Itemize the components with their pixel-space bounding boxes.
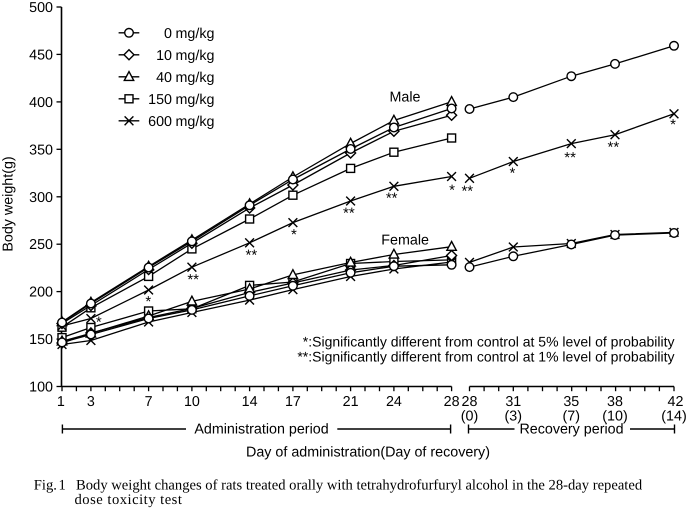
svg-text:dose toxicity test: dose toxicity test (75, 492, 183, 508)
svg-text:150: 150 (148, 92, 172, 108)
svg-text:**: ** (187, 272, 199, 289)
svg-text:350: 350 (29, 142, 53, 158)
svg-text:28: 28 (462, 394, 478, 410)
svg-text:17: 17 (285, 394, 301, 410)
svg-text:**: ** (461, 183, 473, 200)
svg-text:*: * (145, 294, 151, 311)
svg-text:28: 28 (444, 394, 460, 410)
svg-text:*: * (449, 182, 455, 199)
svg-text:42: 42 (668, 394, 684, 410)
svg-text:35: 35 (563, 394, 579, 410)
svg-text:**: ** (608, 139, 620, 156)
svg-text:200: 200 (29, 285, 53, 301)
svg-text:Body weight(g): Body weight(g) (1, 156, 17, 251)
svg-text:Male: Male (390, 90, 421, 106)
svg-text:mg/kg: mg/kg (176, 48, 215, 64)
svg-text:mg/kg: mg/kg (176, 26, 215, 42)
svg-text:14: 14 (242, 394, 258, 410)
svg-text:21: 21 (343, 394, 359, 410)
svg-text:31: 31 (505, 394, 521, 410)
svg-text:Female: Female (381, 232, 429, 248)
svg-text:(7): (7) (563, 409, 580, 425)
svg-text:38: 38 (607, 394, 623, 410)
svg-text:*: * (291, 227, 297, 244)
svg-text:100: 100 (29, 380, 53, 396)
svg-text:500: 500 (29, 0, 53, 16)
svg-text:**: ** (564, 149, 576, 166)
svg-text:*: * (509, 165, 515, 182)
svg-text:**: ** (246, 247, 258, 264)
svg-text:**: ** (386, 190, 398, 207)
svg-text:mg/kg: mg/kg (176, 92, 215, 108)
svg-text:600: 600 (148, 114, 172, 130)
svg-text:Fig.: Fig. (34, 477, 57, 493)
svg-text:**:Significantly different fro: **:Significantly different from control … (297, 349, 674, 365)
svg-text:**: ** (343, 205, 355, 222)
svg-text:*: * (96, 314, 102, 331)
svg-text:mg/kg: mg/kg (176, 114, 215, 130)
svg-text:Administration period: Administration period (194, 422, 328, 438)
svg-text:450: 450 (29, 47, 53, 63)
svg-text:*:Significantly different from: *:Significantly different from control a… (303, 334, 675, 350)
svg-text:Body weight changes of rats tr: Body weight changes of rats treated oral… (76, 477, 643, 493)
svg-text:0: 0 (164, 26, 172, 42)
svg-text:300: 300 (29, 190, 53, 206)
svg-text:10: 10 (156, 48, 172, 64)
svg-text:3: 3 (87, 394, 95, 410)
svg-text:400: 400 (29, 95, 53, 111)
svg-text:mg/kg: mg/kg (176, 70, 215, 86)
svg-text:Day of administration(Day of r: Day of administration(Day of recovery) (246, 445, 490, 461)
svg-text:10: 10 (184, 394, 200, 410)
svg-text:40: 40 (156, 70, 172, 86)
svg-text:(10): (10) (602, 409, 627, 425)
svg-text:(0): (0) (461, 409, 478, 425)
svg-text:*: * (670, 117, 676, 134)
svg-text:24: 24 (386, 394, 402, 410)
svg-text:(14): (14) (661, 409, 686, 425)
svg-text:150: 150 (29, 332, 53, 348)
svg-text:250: 250 (29, 237, 53, 253)
svg-text:1: 1 (57, 394, 65, 410)
svg-text:(3): (3) (505, 409, 522, 425)
svg-text:7: 7 (145, 394, 153, 410)
svg-text:Recovery period: Recovery period (519, 422, 623, 438)
svg-text:1: 1 (59, 477, 66, 493)
